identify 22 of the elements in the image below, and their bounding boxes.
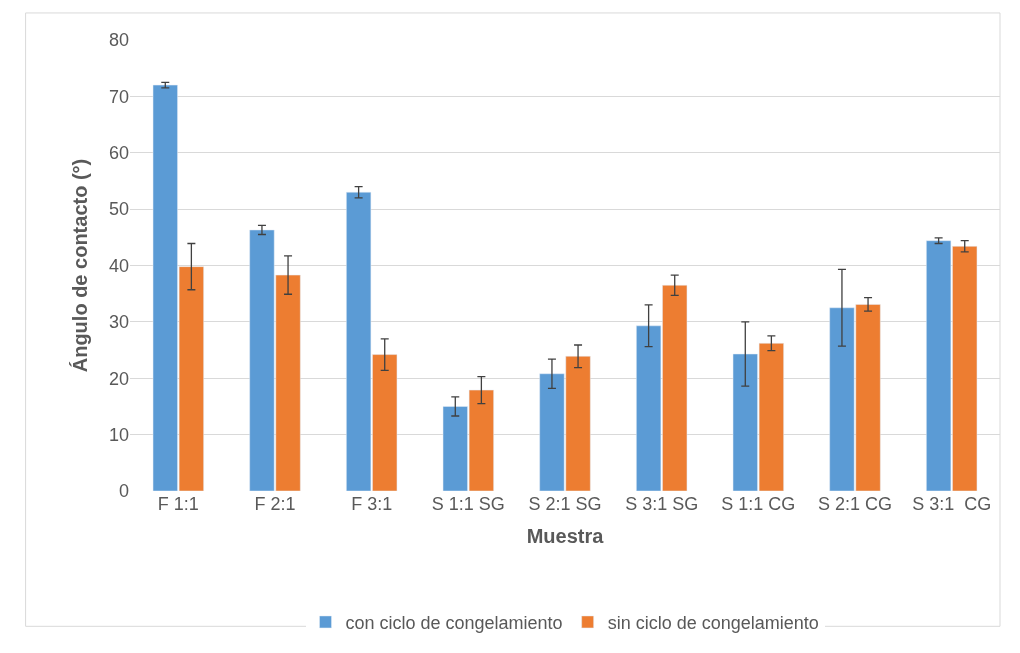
- x-tick-label: S 1:1 CG: [721, 494, 796, 514]
- x-tick-label: S 3:1 SG: [625, 494, 699, 514]
- y-tick-label: 30: [108, 312, 129, 333]
- y-tick-label: 80: [108, 30, 129, 51]
- x-tick-label: F 3:1: [351, 494, 393, 514]
- y-tick-label: 40: [108, 255, 129, 276]
- y-tick-label: 20: [108, 368, 129, 389]
- x-tick-label: S 2:1 CG: [817, 494, 893, 514]
- legend-label: sin ciclo de congelamiento: [607, 612, 819, 633]
- y-tick-label: 10: [108, 424, 129, 445]
- x-tick-label: S 1:1 SG: [431, 494, 505, 514]
- x-tick-label: F 2:1: [254, 494, 296, 514]
- y-axis-title: Ángulo de contacto (°): [69, 158, 92, 373]
- y-tick-label: 70: [108, 86, 129, 107]
- x-tick-label: F 1:1: [157, 494, 199, 514]
- x-tick-label: S 3:1 CG: [912, 494, 992, 514]
- y-tick-label: 60: [108, 143, 129, 164]
- y-tick-label: 50: [108, 199, 129, 220]
- legend-label: con ciclo de congelamiento: [345, 612, 563, 633]
- y-tick-label: 0: [118, 481, 129, 502]
- x-axis-title: Muestra: [526, 524, 605, 547]
- x-tick-label: S 2:1 SG: [528, 494, 602, 514]
